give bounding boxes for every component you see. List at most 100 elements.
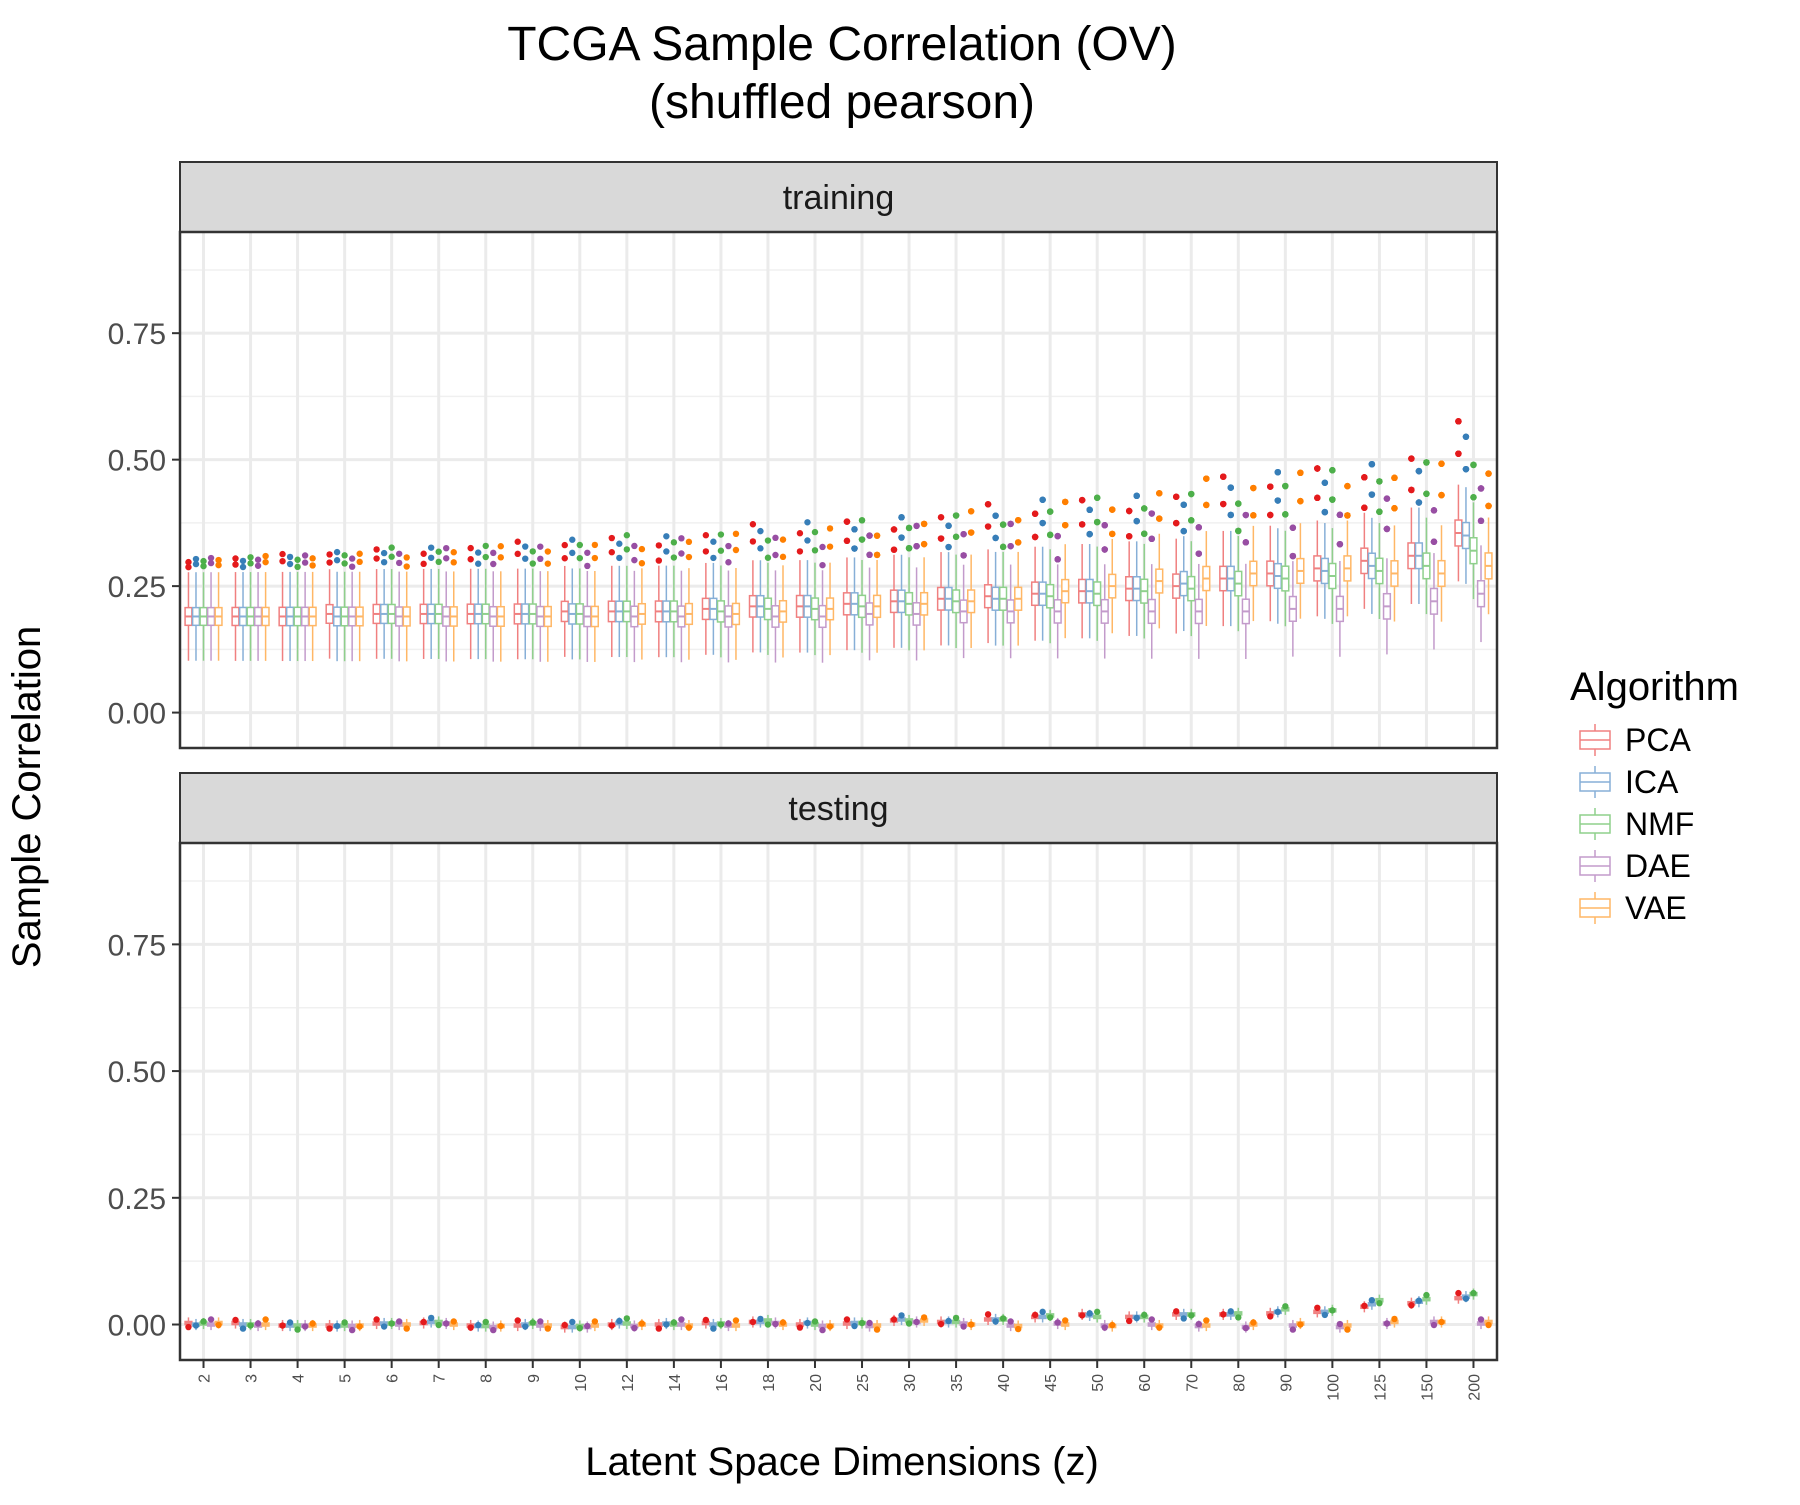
outlier-point: [427, 554, 435, 561]
box-pca: [1030, 510, 1040, 641]
outlier-point: [1368, 461, 1376, 468]
box-pca: [1125, 507, 1134, 636]
box-ica: [427, 1314, 436, 1328]
box-vae: [684, 1319, 694, 1332]
legend-label: VAE: [1625, 890, 1687, 926]
box-dae: [724, 1319, 733, 1332]
outlier-point: [710, 1325, 717, 1332]
outlier-point: [952, 1314, 960, 1322]
category-group-2: [184, 554, 223, 661]
box-pca: [1313, 1304, 1322, 1318]
outlier-point: [811, 547, 819, 554]
outlier-point: [804, 1319, 811, 1327]
box-ica: [1367, 461, 1377, 614]
panel-training: training 0.00 0.25 0.50 0.75: [108, 161, 1499, 750]
x-tick-label: 30: [902, 1374, 919, 1392]
outlier-point: [467, 556, 474, 563]
outlier-point: [333, 557, 341, 564]
box-ica: [1461, 433, 1471, 584]
outlier-point: [1430, 507, 1438, 514]
box-vae: [1296, 1317, 1305, 1330]
box-vae: [825, 1319, 835, 1332]
box-dae: [1053, 1317, 1062, 1330]
outlier-point: [685, 553, 693, 561]
legend-item-dae: DAE: [1579, 848, 1691, 884]
outlier-point: [1282, 482, 1289, 490]
outlier-point: [380, 1323, 388, 1330]
category-group-25: [842, 1316, 882, 1333]
box-dae: [865, 532, 874, 661]
outlier-point: [403, 1325, 410, 1332]
box-ica: [1179, 1308, 1188, 1322]
outlier-point: [678, 535, 685, 542]
box-pca: [1219, 1308, 1228, 1320]
box-vae: [1061, 1317, 1070, 1331]
category-group-125: [1360, 1294, 1399, 1330]
outlier-point: [1321, 1311, 1329, 1319]
outlier-point: [356, 1323, 363, 1330]
outlier-point: [522, 543, 529, 550]
outlier-point: [1282, 1303, 1289, 1310]
box-nmf: [434, 1316, 443, 1329]
box-ica: [1273, 468, 1282, 624]
box-pca: [560, 541, 569, 657]
outlier-point: [811, 528, 819, 536]
box-dae: [583, 549, 592, 662]
box-pca: [1360, 1301, 1369, 1313]
x-tick-label: 16: [714, 1374, 731, 1392]
box-nmf: [1375, 478, 1384, 619]
category-group-35: [936, 508, 976, 659]
box-pca: [513, 1317, 522, 1332]
box-pca: [1030, 1311, 1040, 1323]
category-group-150: [1407, 1291, 1446, 1329]
category-group-10: [560, 1318, 599, 1333]
box-nmf: [528, 548, 537, 660]
outlier-point: [1014, 539, 1022, 546]
outlier-point: [1031, 533, 1039, 541]
box-nmf: [904, 1314, 914, 1327]
box-vae: [1296, 469, 1305, 619]
outlier-point: [898, 514, 905, 521]
outlier-point: [631, 1324, 638, 1332]
outlier-point: [967, 529, 975, 536]
outlier-point: [584, 549, 591, 556]
box-nmf: [199, 1317, 208, 1330]
box-vae: [731, 1317, 741, 1332]
legend-item-ica: ICA: [1579, 764, 1679, 800]
x-tick-label: 4: [291, 1374, 308, 1383]
box-vae: [637, 1318, 647, 1331]
outlier-point: [1289, 524, 1297, 531]
box-vae: [1484, 470, 1493, 615]
outlier-point: [450, 1318, 457, 1325]
outlier-point: [1361, 1302, 1368, 1309]
outlier-point: [913, 1318, 920, 1326]
outlier-point: [294, 563, 301, 571]
x-tick-label: 70: [1184, 1374, 1201, 1392]
legend-item-nmf: NMF: [1579, 806, 1694, 842]
category-group-60: [1125, 490, 1164, 659]
box-pca: [889, 526, 899, 648]
outlier-point: [1430, 538, 1438, 545]
outlier-point: [1242, 1324, 1250, 1332]
box-ica: [897, 1312, 906, 1326]
outlier-point: [1195, 1320, 1202, 1328]
outlier-point: [1314, 1304, 1321, 1311]
outlier-point: [757, 1315, 764, 1323]
outlier-point: [663, 548, 670, 555]
box-nmf: [763, 537, 773, 655]
chart-subtitle: (shuffled pearson): [649, 76, 1035, 129]
outlier-point: [1173, 519, 1180, 527]
box-ica: [615, 1317, 624, 1329]
box-pca: [748, 521, 758, 653]
outlier-point: [1125, 1317, 1133, 1325]
box-pca: [560, 1321, 569, 1333]
box-vae: [1155, 1319, 1164, 1332]
box-pca: [184, 1317, 193, 1331]
box-nmf: [1046, 1309, 1055, 1321]
box-ica: [756, 1315, 765, 1328]
outlier-point: [663, 533, 670, 540]
outlier-point: [685, 1324, 693, 1331]
outlier-point: [1477, 485, 1485, 492]
outlier-point: [514, 1317, 521, 1324]
box-nmf: [434, 548, 443, 659]
